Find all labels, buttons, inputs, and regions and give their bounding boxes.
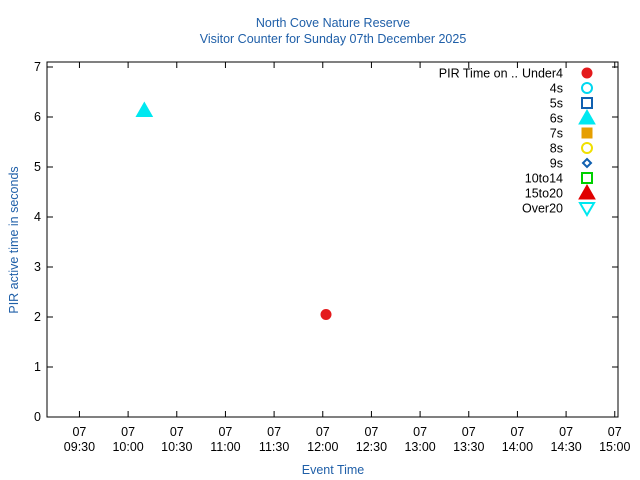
x-tick-label: 07 10:00: [112, 425, 143, 454]
legend-label: 15to20: [525, 187, 563, 201]
legend-label: 10to14: [525, 172, 563, 186]
legend-marker: [578, 183, 596, 200]
legend-label: 8s: [550, 142, 563, 156]
y-tick-label: 7: [34, 60, 41, 74]
y-tick-label: 5: [34, 160, 41, 174]
chart-title: North Cove Nature Reserve: [256, 16, 410, 30]
legend-label: 9s: [550, 157, 563, 171]
legend-marker: [581, 157, 593, 169]
x-tick-label: 07 12:30: [356, 425, 387, 454]
y-tick-label: 0: [34, 410, 41, 424]
x-tick-label: 07 10:30: [161, 425, 192, 454]
x-tick-label: 07 14:30: [550, 425, 581, 454]
marker: [320, 309, 332, 320]
legend-label: 6s: [550, 112, 563, 126]
y-tick-label: 6: [34, 110, 41, 124]
legend-label: 7s: [550, 127, 563, 141]
y-tick-label: 2: [34, 310, 41, 324]
y-tick-label: 1: [34, 360, 41, 374]
legend-marker: [578, 108, 596, 125]
x-tick-label: 07 12:00: [307, 425, 338, 454]
legend-marker: [581, 172, 593, 184]
x-tick-label: 07 13:00: [404, 425, 435, 454]
legend-title: PIR Time on ..: [439, 67, 518, 81]
x-tick-label: 07 11:00: [210, 425, 240, 454]
x-tick-label: 07 13:30: [453, 425, 484, 454]
y-tick-label: 4: [34, 210, 41, 224]
x-tick-label: 07 15:00: [599, 425, 630, 454]
marker: [135, 101, 154, 117]
y-axis-label: PIR active time in seconds: [7, 166, 21, 313]
chart-subtitle: Visitor Counter for Sunday 07th December…: [200, 32, 467, 46]
legend-label: Under4: [522, 67, 563, 81]
x-tick-label: 07 11:30: [259, 425, 289, 454]
x-tick-label: 07 14:00: [502, 425, 533, 454]
legend-marker: [581, 142, 593, 154]
legend-marker: [578, 202, 596, 217]
y-tick-label: 3: [34, 260, 41, 274]
legend-label: 5s: [550, 97, 563, 111]
plot-border: [46, 61, 619, 418]
legend-marker: [581, 67, 593, 79]
legend-marker: [581, 127, 593, 139]
legend-marker: [581, 97, 593, 109]
legend-label: 4s: [550, 82, 563, 96]
x-tick-label: 07 09:30: [64, 425, 95, 454]
legend-label: Over20: [522, 202, 563, 216]
legend-marker: [581, 82, 593, 94]
x-axis-label: Event Time: [302, 463, 365, 477]
